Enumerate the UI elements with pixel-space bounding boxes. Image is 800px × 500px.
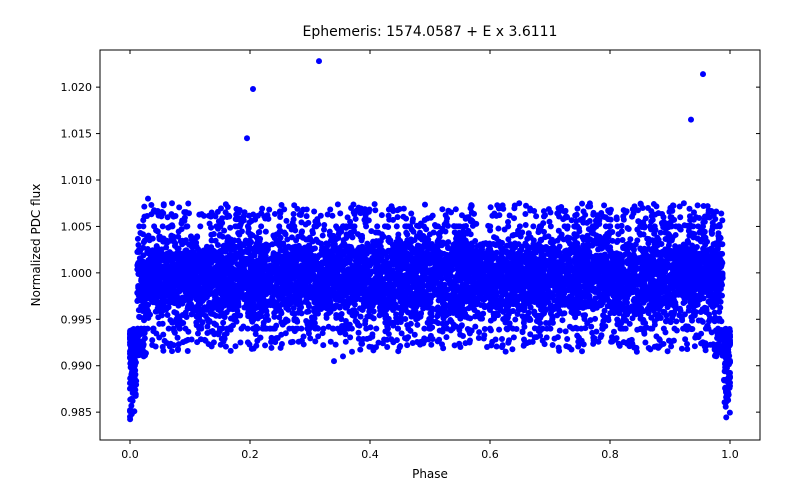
y-tick-label: 0.985 [61, 406, 93, 419]
x-tick-label: 0.0 [121, 448, 139, 461]
scatter-chart: 0.0 0.2 0.4 0.6 0.8 1.0 0.985 0.990 0.995 1.000 1.… [0, 0, 800, 500]
y-tick-label: 1.000 [61, 267, 93, 280]
x-tick-label: 1.0 [721, 448, 739, 461]
x-tick-label: 0.6 [481, 448, 499, 461]
y-tick-label: 1.020 [61, 81, 93, 94]
x-tick-label: 0.4 [361, 448, 379, 461]
y-tick-label: 0.995 [61, 313, 93, 326]
y-axis-label: Normalized PDC flux [29, 184, 43, 307]
chart-container: 0.0 0.2 0.4 0.6 0.8 1.0 0.985 0.990 0.995 1.000 1.… [0, 0, 800, 500]
y-tick-label: 0.990 [61, 360, 93, 373]
x-axis-label: Phase [412, 467, 448, 481]
y-tick-label: 1.010 [61, 174, 93, 187]
x-tick-label: 0.8 [601, 448, 619, 461]
y-tick-label: 1.005 [61, 220, 93, 233]
y-tick-label: 1.015 [61, 128, 93, 141]
chart-title: Ephemeris: 1574.0587 + E x 3.6111 [303, 24, 558, 40]
x-tick-label: 0.2 [241, 448, 259, 461]
